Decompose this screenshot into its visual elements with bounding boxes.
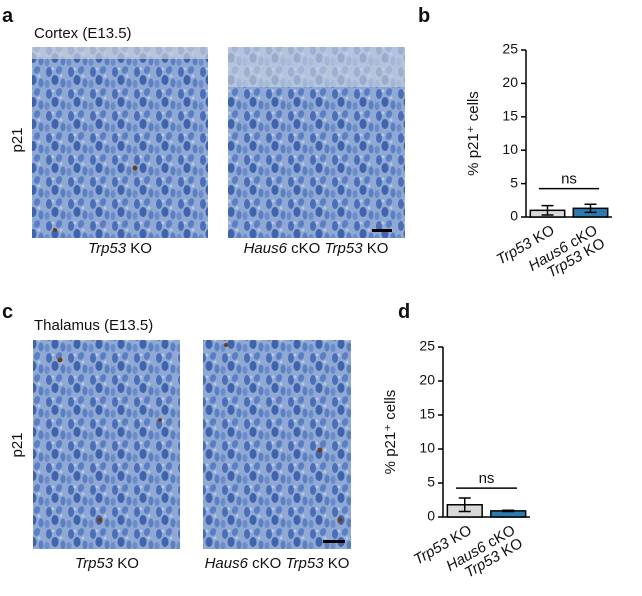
stain-label: p21 xyxy=(9,432,26,457)
panel-letter: d xyxy=(398,301,410,323)
stain-label: p21 xyxy=(9,127,26,152)
y-tick-label: 10 xyxy=(502,141,518,157)
region-label: Cortex (E13.5) xyxy=(34,25,132,42)
error-bar xyxy=(502,509,515,513)
y-tick-label: 10 xyxy=(419,440,435,456)
image-label: Trp53 KO xyxy=(88,240,152,257)
y-axis-label: % p21⁺ cells xyxy=(382,390,399,475)
image-label: Trp53 KO xyxy=(75,555,139,572)
y-axis-label: % p21⁺ cells xyxy=(465,91,482,176)
y-tick-label: 15 xyxy=(419,406,435,422)
y-tick-label: 0 xyxy=(427,508,435,524)
y-tick-label: 5 xyxy=(427,474,435,490)
image-a-left xyxy=(32,47,208,238)
y-tick-label: 0 xyxy=(510,208,518,224)
panel-letter: b xyxy=(418,5,430,27)
image-label: Haus6 cKO Trp53 KO xyxy=(205,555,350,572)
image-c-left xyxy=(33,340,180,549)
significance-label: ns xyxy=(479,470,495,487)
y-tick-label: 5 xyxy=(510,174,518,190)
y-tick-label: 20 xyxy=(419,372,435,388)
y-tick-label: 15 xyxy=(502,108,518,124)
panel-letter: c xyxy=(2,301,13,323)
image-a-right xyxy=(228,47,405,238)
region-label: Thalamus (E13.5) xyxy=(34,317,153,334)
image-label: Haus6 cKO Trp53 KO xyxy=(244,240,389,257)
error-bar xyxy=(458,497,471,513)
panel-letter: a xyxy=(2,5,14,27)
error-bar xyxy=(541,204,554,216)
image-c-right xyxy=(203,340,351,549)
y-tick-label: 25 xyxy=(419,338,435,354)
y-tick-label: 20 xyxy=(502,74,518,90)
y-tick-label: 25 xyxy=(502,41,518,57)
significance-label: ns xyxy=(561,171,577,188)
error-bar xyxy=(584,203,597,214)
